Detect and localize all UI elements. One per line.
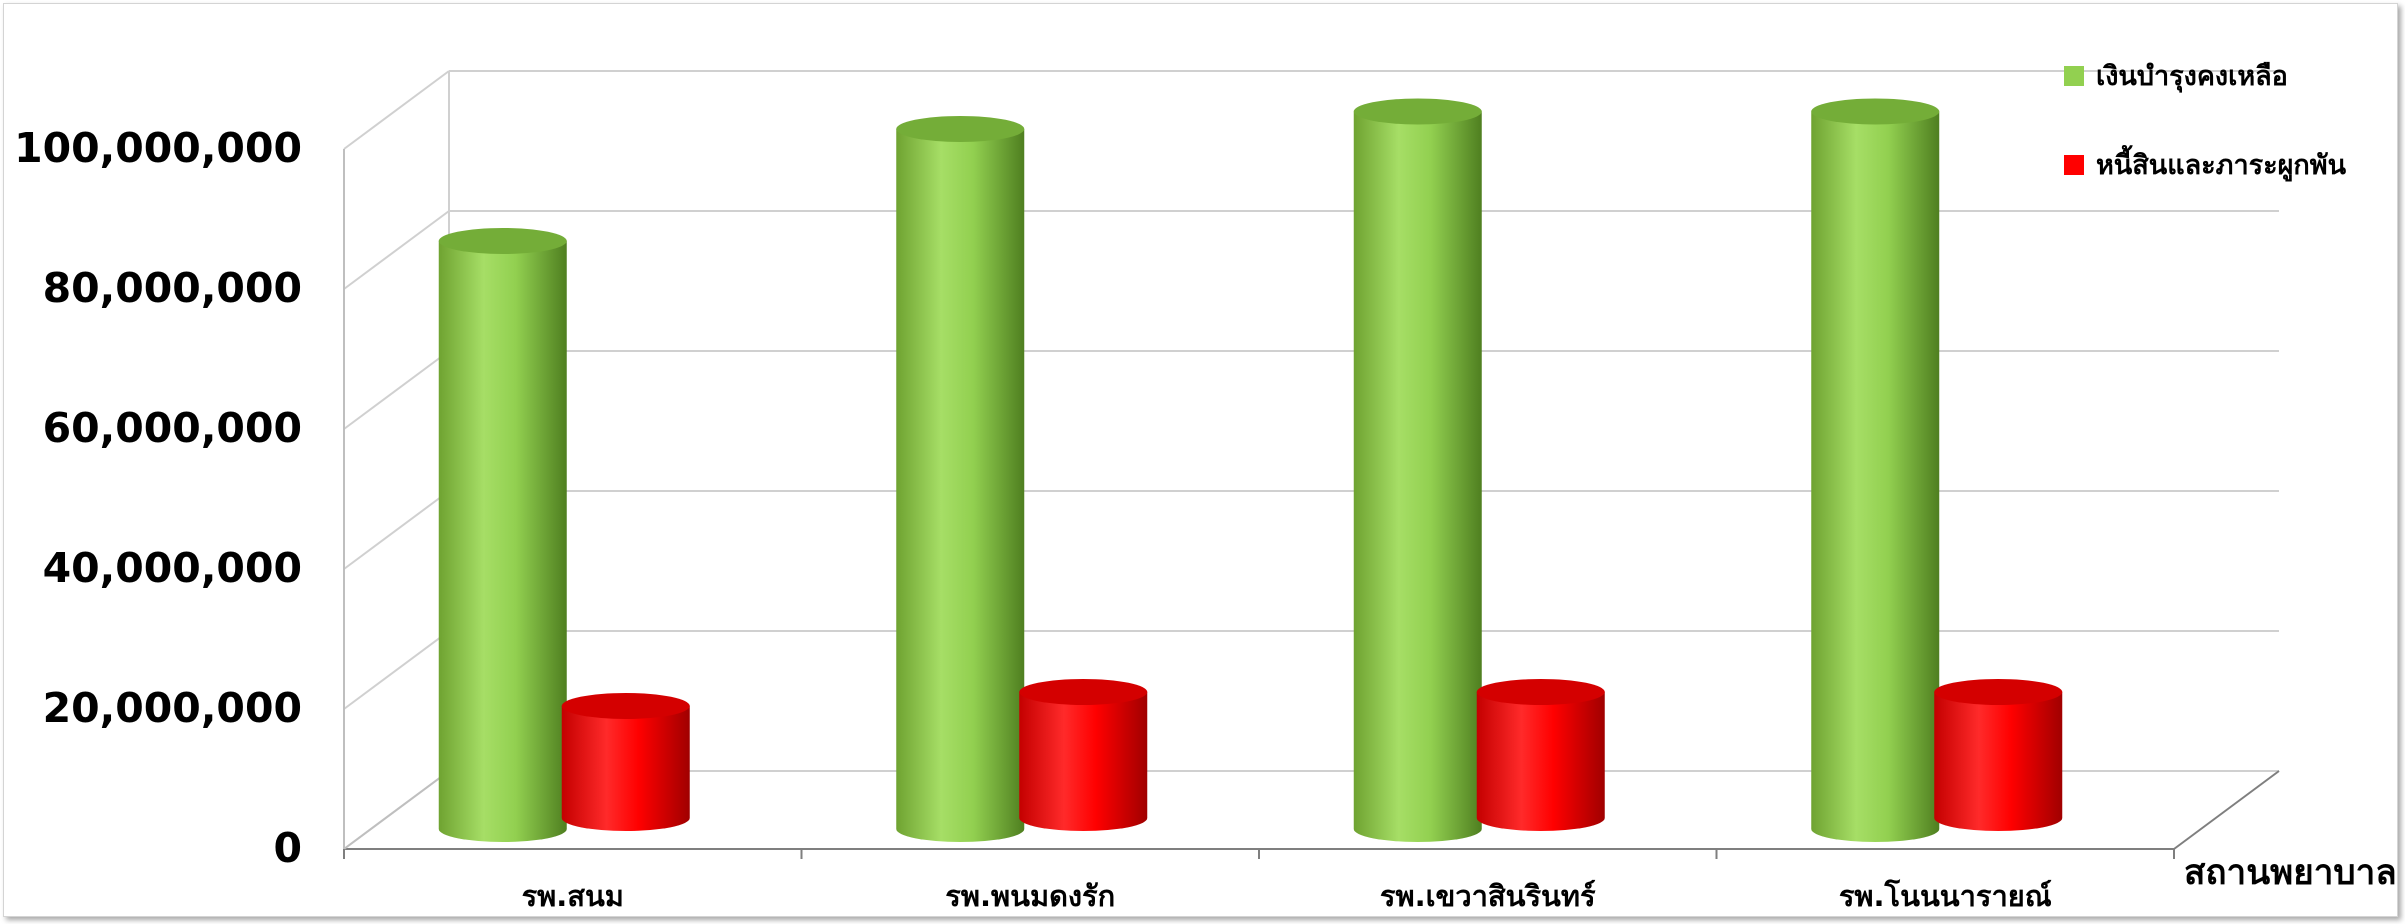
- legend-item-series-1: เงินบำรุงคงเหลือ: [2064, 54, 2288, 97]
- bar-top: [1934, 679, 2063, 705]
- bar: [1476, 679, 1605, 831]
- bars-layer: [438, 98, 2063, 842]
- bar: [1019, 679, 1148, 831]
- y-tick-label: 40,000,000: [43, 544, 302, 592]
- bar: [1353, 98, 1482, 842]
- y-tick-label: 100,000,000: [14, 124, 302, 172]
- bar-top: [561, 693, 690, 719]
- bar-body: [1353, 111, 1482, 842]
- bar-body: [1934, 692, 2063, 831]
- bar-top: [1476, 679, 1605, 705]
- bar: [896, 116, 1025, 842]
- gridline-side: [343, 350, 450, 430]
- legend-item-series-2: หนี้สินและภาระผูกพัน: [2064, 143, 2346, 186]
- axis-layer: [343, 149, 2280, 859]
- floor-right-edge: [2173, 770, 2280, 850]
- bar-top: [1353, 98, 1482, 125]
- floor-left-edge: [343, 770, 450, 850]
- bar-body: [438, 241, 567, 842]
- bar-body: [561, 706, 690, 831]
- legend-label: หนี้สินและภาระผูกพัน: [2096, 150, 2347, 181]
- bar-top: [1811, 98, 1940, 125]
- bar-body: [1019, 692, 1148, 831]
- x-tick-label: รพ.เขวาสินรินทร์: [1380, 879, 1596, 913]
- x-tick-label: รพ.สนม: [522, 879, 624, 913]
- gridline-side: [343, 210, 450, 290]
- bar: [438, 228, 567, 842]
- bar-top: [438, 228, 567, 254]
- labels-layer: 0 20,000,000 40,000,000 60,000,000 80,000,00…: [14, 124, 2397, 913]
- bar-top: [896, 116, 1025, 142]
- bar: [561, 693, 690, 831]
- x-axis-title: สถานพยาบาล: [2184, 853, 2397, 893]
- bar: [1811, 98, 1940, 842]
- gridline-side: [343, 70, 450, 150]
- y-tick-label: 80,000,000: [43, 264, 302, 312]
- bar-chart: 0 20,000,000 40,000,000 60,000,000 80,000,00…: [14, 70, 2397, 913]
- gridline-side: [343, 490, 450, 570]
- y-tick-label: 20,000,000: [43, 684, 302, 732]
- y-tick-label: 60,000,000: [43, 404, 302, 452]
- legend-swatch-red: [2064, 154, 2084, 175]
- legend-label: เงินบำรุงคงเหลือ: [2096, 61, 2288, 92]
- chart-frame: 0 20,000,000 40,000,000 60,000,000 80,000,00…: [3, 3, 2398, 917]
- x-tick-label: รพ.พนมดงรัก: [945, 879, 1115, 913]
- bar-body: [896, 129, 1025, 842]
- y-tick-label: 0: [273, 824, 302, 872]
- bar-body: [1476, 692, 1605, 831]
- bar-top: [1019, 679, 1148, 705]
- gridline-side: [343, 630, 450, 710]
- bar-body: [1811, 111, 1940, 842]
- legend-swatch-green: [2064, 65, 2084, 86]
- bar: [1934, 679, 2063, 831]
- x-tick-label: รพ.โนนนารายณ์: [1839, 878, 2052, 913]
